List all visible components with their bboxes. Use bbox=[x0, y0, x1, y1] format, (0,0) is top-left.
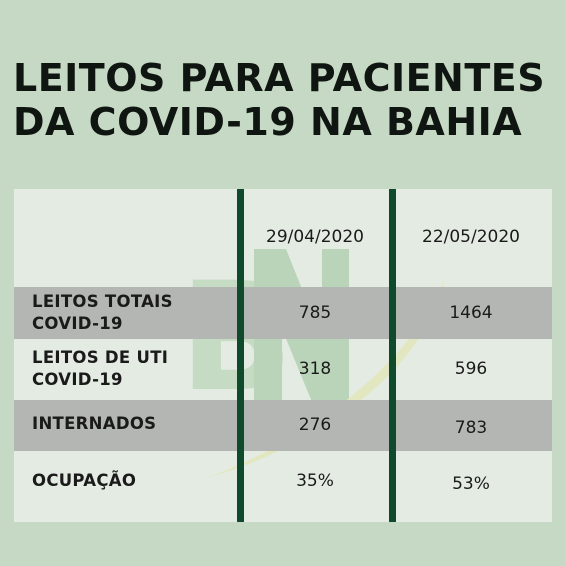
row-label-line: LEITOS DE UTI bbox=[32, 348, 169, 367]
beds-table: B 29/04/2020 22/05/2020 LEITOS TOTAIS CO… bbox=[14, 189, 552, 522]
table-row: LEITOS TOTAIS COVID-19 785 1464 bbox=[14, 287, 552, 339]
header-date-1: 29/04/2020 bbox=[266, 227, 364, 247]
page-title: LEITOS PARA PACIENTES DA COVID-19 NA BAH… bbox=[13, 56, 545, 144]
row-value-date-1: 276 bbox=[298, 415, 332, 435]
row-value-date-2: 783 bbox=[454, 418, 488, 438]
row-label-line: LEITOS TOTAIS bbox=[32, 292, 173, 311]
row-value-date-2: 1464 bbox=[449, 303, 493, 323]
table-row: LEITOS DE UTI COVID-19 318 596 bbox=[14, 339, 552, 399]
header-row: 29/04/2020 22/05/2020 bbox=[14, 189, 552, 285]
row-label-line: INTERNADOS bbox=[32, 414, 157, 433]
row-label: INTERNADOS bbox=[32, 400, 232, 451]
row-value-date-1: 785 bbox=[298, 303, 332, 323]
row-value-date-1: 318 bbox=[298, 359, 332, 379]
table-row: INTERNADOS 276 783 bbox=[14, 400, 552, 451]
title-line-2: DA COVID-19 NA BAHIA bbox=[13, 100, 523, 144]
row-value-date-2: 596 bbox=[454, 359, 488, 379]
row-value-date-1: 35% bbox=[296, 471, 334, 491]
column-divider bbox=[389, 189, 396, 522]
row-label: OCUPAÇÃO bbox=[32, 451, 232, 511]
row-label: LEITOS TOTAIS COVID-19 bbox=[32, 287, 232, 339]
table-row: OCUPAÇÃO 35% 53% bbox=[14, 451, 552, 511]
row-label: LEITOS DE UTI COVID-19 bbox=[32, 339, 232, 399]
title-line-1: LEITOS PARA PACIENTES bbox=[13, 56, 546, 100]
row-label-line: COVID-19 bbox=[32, 370, 123, 389]
column-divider bbox=[237, 189, 244, 522]
header-date-2: 22/05/2020 bbox=[422, 227, 520, 247]
row-label-line: OCUPAÇÃO bbox=[32, 471, 137, 490]
row-label-line: COVID-19 bbox=[32, 314, 123, 333]
row-value-date-2: 53% bbox=[452, 474, 490, 494]
